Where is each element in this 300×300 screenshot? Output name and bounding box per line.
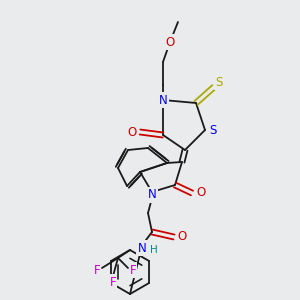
Text: S: S xyxy=(215,76,223,88)
Text: F: F xyxy=(94,263,100,277)
Text: N: N xyxy=(138,242,146,254)
Text: O: O xyxy=(196,187,206,200)
Text: N: N xyxy=(148,188,156,202)
Text: O: O xyxy=(177,230,187,244)
Text: F: F xyxy=(130,263,136,277)
Text: O: O xyxy=(128,125,136,139)
Text: O: O xyxy=(165,35,175,49)
Text: N: N xyxy=(159,94,167,106)
Text: S: S xyxy=(209,124,217,136)
Text: F: F xyxy=(110,275,116,289)
Text: H: H xyxy=(150,245,158,255)
